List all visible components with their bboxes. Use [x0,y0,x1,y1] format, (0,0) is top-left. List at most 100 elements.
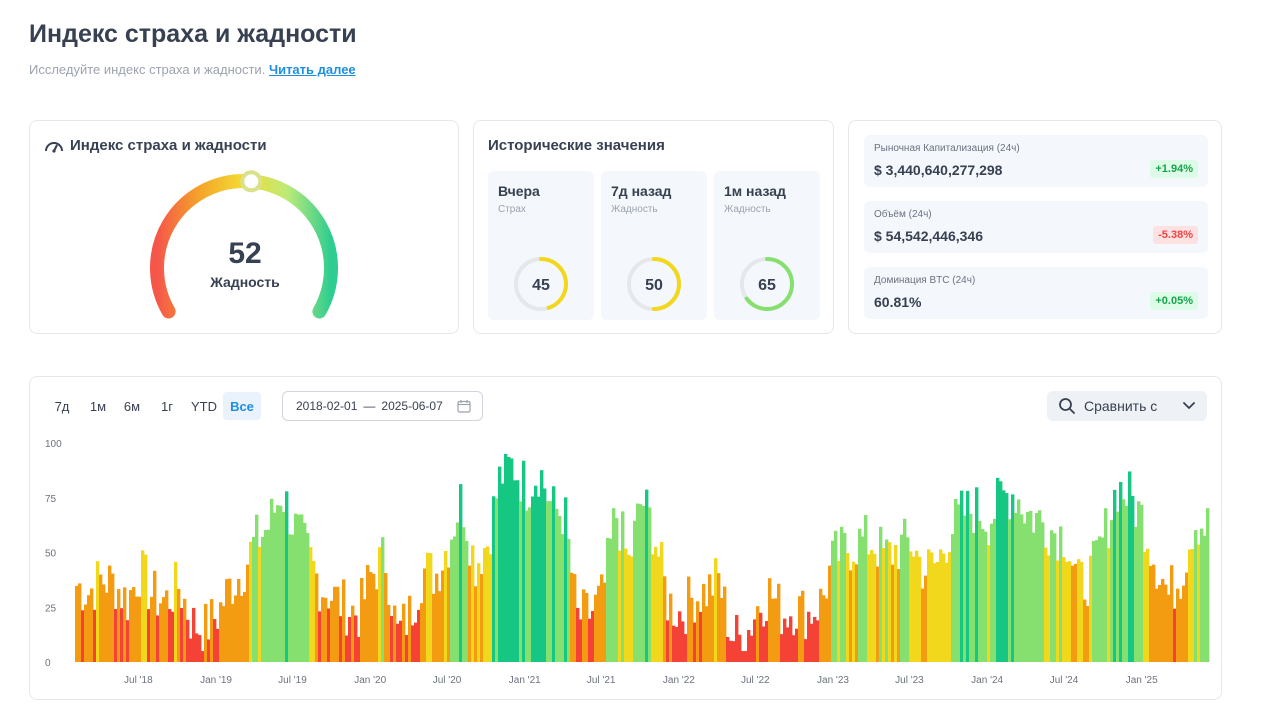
chart-bar [483,547,487,662]
chart-bar [900,534,904,662]
x-tick-label: Jul '22 [741,675,770,686]
chart-bar [252,536,256,662]
range-button[interactable]: Все [223,392,261,420]
chart-bar [693,622,697,662]
chart-bar [945,562,949,662]
chart-bar [678,611,682,662]
compare-label: Сравнить с [1084,398,1158,414]
market-stat-label: Объём (24ч) [874,209,932,220]
compare-dropdown[interactable]: Сравнить с [1047,391,1207,421]
chart-bar [858,528,862,662]
chart-bar [594,594,598,662]
chart-bar [567,538,571,662]
chart-bar [267,529,271,662]
chart-bar [336,586,340,662]
chart-bar [84,604,88,662]
chart-bar [798,596,802,662]
date-range-picker[interactable]: 2018-02-01 — 2025-06-07 [282,391,483,421]
y-tick-label: 75 [45,494,57,505]
chart-bar [1095,540,1099,662]
chart-bar [144,554,148,662]
chart-bar [699,611,703,662]
range-button[interactable]: 1г [161,398,173,414]
market-card: Рыночная Капитализация (24ч) $ 3,440,640,… [848,120,1222,334]
market-stat-row: Рыночная Капитализация (24ч) $ 3,440,640,… [864,135,1208,187]
chart-bar [306,533,310,662]
chart-bar [882,548,886,662]
chart-bar [150,596,154,662]
range-button[interactable]: 7д [54,398,70,414]
chart-bar [714,558,718,662]
historical-ring: 45 [514,257,568,311]
chart-bar [660,542,664,662]
chart-bar [1149,565,1153,662]
range-button[interactable]: YTD [191,398,217,414]
chart-bar [666,620,670,662]
chart-bar [231,604,235,662]
chart-bar [786,627,790,662]
chart-bar [489,554,493,662]
chart-bar [1050,530,1054,662]
chart-bar [159,603,163,662]
chart-bar [285,491,289,662]
chart-bar [1113,489,1117,662]
chart-bar [1080,561,1084,662]
historical-item-label: 7д назад [611,183,672,199]
x-tick-label: Jul '23 [895,675,924,686]
chart-bar [1116,511,1120,662]
x-tick-label: Jul '19 [278,675,307,686]
chart-bar [1083,599,1087,662]
chart-bar [669,593,673,662]
chart-bar [423,568,427,662]
chart-bar [765,621,769,662]
chart-bar [906,537,910,662]
market-stat-value: 60.81% [874,294,922,310]
chart-bar [1071,565,1075,662]
gauge-card-title: Индекс страха и жадности [44,137,267,154]
chart-bar [573,574,577,662]
chart-bar [903,518,907,662]
chart-bar [984,531,988,662]
chart-bar [747,630,751,662]
chart-bar [600,574,604,662]
chart-bar [540,470,544,662]
subtitle-text: Исследуйте индекс страха и жадности. [29,62,266,77]
chart-bar [354,615,358,662]
chart-bar [213,619,217,662]
date-from: 2018-02-01 [296,399,358,413]
chart-bar [966,490,970,662]
chart-bar [579,619,583,662]
chart-bar [447,567,451,662]
chart-bar [420,603,424,662]
chart-bar [1152,564,1156,662]
chart-bar [762,626,766,662]
chart-bar [261,536,265,662]
chart-bar [288,534,292,662]
chart-bar [1101,537,1105,662]
chart-bar [138,596,142,662]
chart-bar [282,512,286,662]
chart-bar [936,561,940,662]
chart-bar [219,602,223,662]
chart-bar [789,616,793,662]
chart-bar [933,563,937,662]
historical-title: Исторические значения [488,137,665,154]
chart-bar [381,537,385,662]
chart-bar [816,620,820,662]
chart-bar [204,603,208,662]
chart-bar [963,515,967,662]
y-tick-label: 50 [45,549,57,560]
historical-ring: 50 [627,257,681,311]
read-more-link[interactable]: Читать далее [268,62,356,77]
chart-bar [474,586,478,662]
market-stat-change: +1.94% [1150,160,1198,178]
chart-bar [396,623,400,662]
range-button[interactable]: 6м [123,398,141,414]
chart-bar [327,608,331,662]
range-button[interactable]: 1м [89,398,107,414]
chart-bar [1119,481,1123,662]
chart-bar [888,542,892,662]
chart-bar [468,565,472,662]
fear-greed-gauge: 52 Жадность [150,170,338,319]
chart-bar [1155,588,1159,662]
